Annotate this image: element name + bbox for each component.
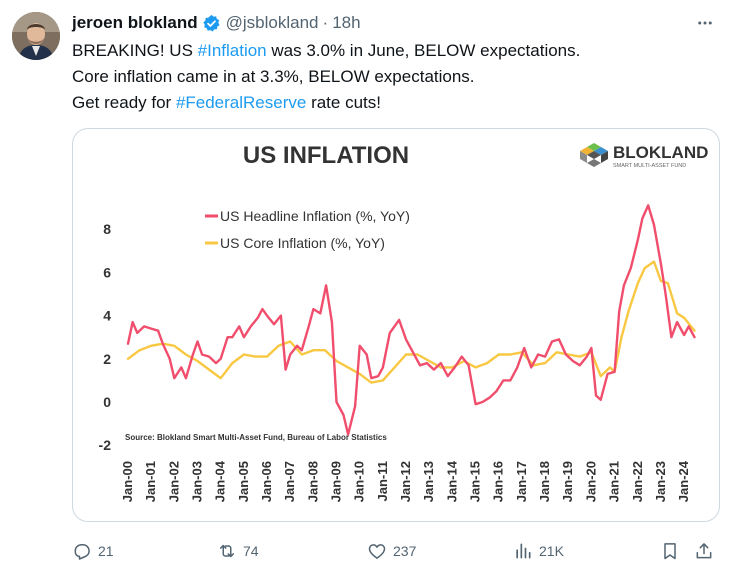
views-icon xyxy=(516,543,531,559)
views-count: 21K xyxy=(539,543,564,559)
x-tick-label: Jan-21 xyxy=(607,461,622,502)
x-tick-label: Jan-00 xyxy=(120,461,135,502)
x-tick-label: Jan-02 xyxy=(166,461,181,502)
x-tick-label: Jan-05 xyxy=(236,461,251,502)
y-tick-label: 4 xyxy=(103,308,111,324)
repost-icon xyxy=(220,544,234,558)
x-tick-label: Jan-18 xyxy=(537,461,552,502)
tweet-line-1-end: was 3.0% in June, BELOW expectations. xyxy=(266,41,581,60)
legend-label: US Core Inflation (%, YoY) xyxy=(220,235,385,251)
x-tick-label: Jan-10 xyxy=(352,461,367,502)
author-handle[interactable]: @jsblokland xyxy=(225,13,319,32)
like-button[interactable]: 237 xyxy=(367,538,416,564)
share-icon xyxy=(696,543,712,559)
x-tick-label: Jan-19 xyxy=(560,461,575,502)
hashtag-inflation[interactable]: #Inflation xyxy=(197,41,267,60)
tweet-line-3-end: rate cuts! xyxy=(306,93,381,112)
blokland-logo: BLOKLAND SMART MULTI-ASSET FUND xyxy=(580,143,708,169)
chart-source: Source: Blokland Smart Multi-Asset Fund,… xyxy=(125,433,387,442)
x-tick-label: Jan-22 xyxy=(630,461,645,502)
action-bar: 21 74 237 21K xyxy=(72,538,718,564)
more-icon[interactable] xyxy=(695,14,715,32)
tweet-header: jeroen blokland @jsblokland · 18h xyxy=(72,12,361,34)
x-tick-label: Jan-06 xyxy=(259,461,274,502)
y-tick-label: 2 xyxy=(103,351,111,367)
x-tick-label: Jan-03 xyxy=(190,461,205,502)
like-icon xyxy=(368,544,386,559)
x-tick-label: Jan-13 xyxy=(421,461,436,502)
core-inflation-line xyxy=(126,260,696,384)
tweet-line-1-start: BREAKING! US xyxy=(72,41,198,60)
x-tick-label: Jan-20 xyxy=(583,461,598,502)
y-tick-label: -2 xyxy=(99,437,112,453)
author-name[interactable]: jeroen blokland xyxy=(72,13,198,32)
x-tick-label: Jan-16 xyxy=(491,461,506,502)
plot-area: -2 0 2 4 6 8 Jan-00 Jan-01 Jan-02 Jan-03 Jan-04 Jan… xyxy=(99,204,696,502)
x-tick-label: Jan-15 xyxy=(468,461,483,502)
reply-button[interactable]: 21 xyxy=(72,538,114,564)
bookmark-icon xyxy=(664,543,676,560)
views-button[interactable]: 21K xyxy=(513,538,564,564)
tweet-line-3: Get ready for #FederalReserve rate cuts! xyxy=(72,90,712,116)
repost-button[interactable]: 74 xyxy=(217,538,259,564)
x-tick-label: Jan-11 xyxy=(375,461,390,501)
repost-count: 74 xyxy=(243,543,259,559)
x-tick-label: Jan-17 xyxy=(514,461,529,502)
x-tick-label: Jan-23 xyxy=(653,461,668,502)
legend-label: US Headline Inflation (%, YoY) xyxy=(220,208,410,224)
avatar-image xyxy=(12,12,60,60)
media-card[interactable]: US INFLATION BLOKLAND SMART MULTI-ASSET … xyxy=(72,128,720,522)
tweet-line-1: BREAKING! US #Inflation was 3.0% in June… xyxy=(72,38,712,64)
like-count: 237 xyxy=(393,543,417,559)
x-tick-label: Jan-01 xyxy=(143,461,158,502)
x-tick-label: Jan-07 xyxy=(282,461,297,502)
brand-subtitle: SMART MULTI-ASSET FUND xyxy=(613,163,686,169)
y-tick-label: 8 xyxy=(103,221,111,237)
header-separator: · xyxy=(322,13,329,32)
hashtag-federalreserve[interactable]: #FederalReserve xyxy=(175,93,307,112)
x-tick-label: Jan-12 xyxy=(398,461,413,502)
inflation-chart: US INFLATION BLOKLAND SMART MULTI-ASSET … xyxy=(99,142,709,502)
reply-icon xyxy=(74,544,90,560)
bookmark-button[interactable] xyxy=(660,538,686,564)
tweet-line-2: Core inflation came in at 3.3%, BELOW ex… xyxy=(72,67,475,86)
tweet-text: BREAKING! US #Inflation was 3.0% in June… xyxy=(72,38,712,116)
tweet-line-3-start: Get ready for xyxy=(72,93,176,112)
reply-count: 21 xyxy=(98,543,114,559)
verified-badge-icon xyxy=(202,14,220,32)
x-tick-label: Jan-04 xyxy=(213,460,228,502)
x-tick-label: Jan-09 xyxy=(329,461,344,502)
tweet-time[interactable]: 18h xyxy=(332,13,361,32)
y-tick-label: 0 xyxy=(103,394,111,410)
x-tick-label: Jan-14 xyxy=(444,460,459,502)
chart-title: US INFLATION xyxy=(243,142,409,169)
headline-inflation-line xyxy=(126,204,696,436)
chart-legend: US Headline Inflation (%, YoY) US Core In… xyxy=(205,208,410,251)
y-tick-label: 6 xyxy=(103,264,111,280)
brand-name: BLOKLAND xyxy=(613,143,708,162)
x-tick-label: Jan-24 xyxy=(676,460,691,502)
avatar[interactable] xyxy=(12,12,60,60)
x-tick-label: Jan-08 xyxy=(305,461,320,502)
share-button[interactable] xyxy=(694,538,720,564)
